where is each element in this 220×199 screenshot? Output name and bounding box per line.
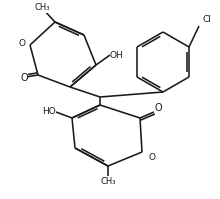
Text: OH: OH xyxy=(110,51,124,60)
Text: HO: HO xyxy=(42,107,56,116)
Text: O: O xyxy=(20,73,28,83)
Text: O: O xyxy=(18,38,26,48)
Text: CH₃: CH₃ xyxy=(100,177,116,185)
Text: Cl: Cl xyxy=(203,16,211,24)
Text: O: O xyxy=(154,103,162,113)
Text: CH₃: CH₃ xyxy=(34,4,50,13)
Text: O: O xyxy=(148,153,156,163)
